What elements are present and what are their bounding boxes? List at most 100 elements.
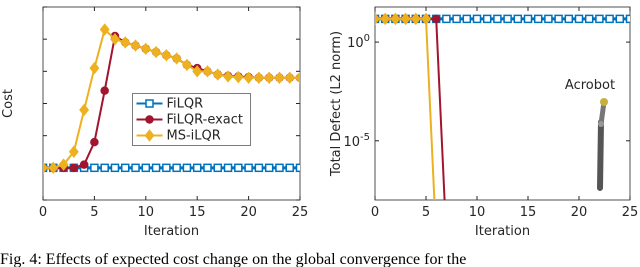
marker	[482, 14, 492, 24]
marker	[295, 71, 300, 84]
marker	[253, 71, 264, 84]
marker	[513, 14, 523, 24]
x-tick-label: 5	[90, 205, 98, 220]
x-tick-label: 15	[189, 205, 206, 220]
marker	[472, 14, 482, 24]
marker	[69, 163, 79, 173]
caption: Fig. 4: Effects of expected cost change …	[0, 251, 466, 267]
marker	[285, 163, 294, 173]
x-tick-label: 10	[138, 205, 155, 220]
marker	[140, 42, 151, 56]
marker	[141, 163, 151, 173]
marker	[213, 163, 223, 173]
marker	[144, 129, 155, 142]
marker	[244, 163, 253, 173]
marker	[99, 23, 110, 36]
x-tick-label: 5	[422, 205, 430, 220]
marker	[161, 49, 172, 62]
plot-area	[375, 12, 630, 244]
y-tick-label: 100	[347, 33, 370, 51]
marker	[131, 163, 140, 173]
y-axis-label: Cost	[1, 89, 16, 118]
marker	[151, 45, 162, 59]
marker	[203, 163, 212, 173]
marker	[120, 163, 130, 173]
annotation: Acrobot	[565, 78, 615, 93]
marker	[233, 70, 244, 84]
marker	[432, 234, 440, 244]
marker	[110, 163, 120, 173]
marker	[90, 137, 99, 147]
x-tick-label: 20	[240, 205, 257, 220]
marker	[100, 163, 109, 173]
marker	[120, 36, 131, 49]
marker	[605, 14, 614, 24]
marker	[151, 163, 161, 173]
marker	[452, 14, 461, 24]
plot-frame	[374, 6, 631, 201]
marker	[421, 12, 431, 26]
legend-label: FiLQR-exact	[167, 113, 244, 128]
marker	[172, 163, 181, 173]
x-axis-label: Iteration	[144, 224, 199, 239]
acrobot-icon	[597, 98, 608, 191]
marker	[431, 14, 441, 24]
marker	[171, 52, 182, 65]
marker	[615, 14, 625, 24]
marker	[202, 65, 213, 78]
x-tick-label: 0	[371, 205, 379, 220]
marker	[584, 14, 594, 24]
marker	[443, 236, 450, 243]
marker	[212, 68, 223, 81]
marker	[554, 14, 563, 24]
marker	[130, 39, 141, 52]
marker	[89, 61, 100, 75]
marker	[181, 58, 192, 72]
marker	[79, 160, 89, 169]
marker	[574, 14, 584, 24]
plot-area	[43, 23, 300, 175]
marker	[43, 161, 48, 175]
marker	[223, 163, 233, 173]
marker	[192, 163, 202, 173]
series-line	[375, 17, 446, 200]
marker	[275, 163, 284, 173]
marker	[493, 14, 502, 24]
x-tick-label: 10	[469, 205, 486, 220]
marker	[234, 163, 243, 173]
marker	[109, 32, 120, 46]
marker	[410, 12, 421, 26]
marker	[503, 14, 512, 24]
marker	[533, 14, 543, 24]
marker	[182, 163, 192, 173]
legend-label: FiLQR	[167, 97, 204, 112]
marker	[192, 65, 203, 78]
marker	[400, 12, 411, 26]
marker	[68, 145, 79, 158]
marker	[243, 71, 254, 84]
marker	[79, 103, 90, 117]
x-tick-label: 20	[571, 205, 588, 220]
marker	[462, 14, 472, 24]
marker	[100, 86, 109, 95]
y-axis-label: Total Defect (L2 norm)	[329, 31, 344, 177]
marker	[90, 163, 99, 173]
x-tick-label: 15	[520, 205, 537, 220]
marker	[380, 12, 391, 26]
marker	[595, 14, 604, 24]
marker	[162, 163, 171, 173]
marker	[523, 14, 533, 24]
marker	[564, 14, 574, 24]
marker	[48, 161, 59, 175]
x-axis-label: Iteration	[475, 224, 530, 239]
y-tick-label: 10-5	[343, 132, 370, 150]
marker	[544, 14, 553, 24]
marker	[284, 71, 295, 84]
marker	[264, 71, 275, 84]
marker	[295, 163, 300, 173]
marker	[375, 12, 380, 26]
marker	[625, 14, 630, 24]
marker	[145, 115, 154, 124]
marker	[264, 163, 274, 173]
